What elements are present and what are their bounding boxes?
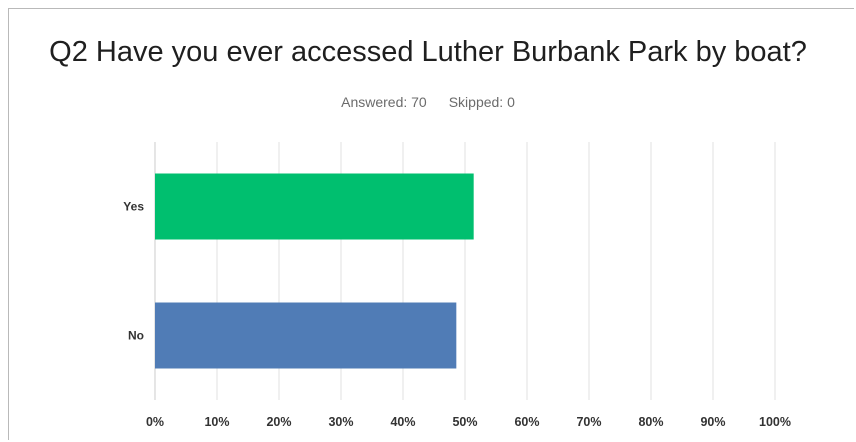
x-tick-label: 70% <box>576 415 601 429</box>
x-tick-label: 80% <box>638 415 663 429</box>
x-tick-label: 40% <box>390 415 415 429</box>
x-tick-label: 20% <box>266 415 291 429</box>
x-tick-label: 10% <box>204 415 229 429</box>
x-tick-label: 100% <box>759 415 791 429</box>
skipped-count: Skipped: 0 <box>448 94 515 110</box>
bar-no <box>155 302 457 369</box>
x-tick-label: 50% <box>452 415 477 429</box>
x-tick-label: 90% <box>700 415 725 429</box>
x-tick-label: 0% <box>146 415 164 429</box>
chart-title: Q2 Have you ever accessed Luther Burbank… <box>49 36 807 68</box>
category-label: Yes <box>123 200 144 214</box>
x-tick-label: 60% <box>514 415 539 429</box>
response-summary: Answered: 70 Skipped: 0 <box>0 94 856 110</box>
chart-frame <box>8 8 854 440</box>
category-label: No <box>128 329 144 343</box>
bar-yes <box>155 173 474 240</box>
x-tick-label: 30% <box>328 415 353 429</box>
answered-count: Answered: 70 <box>341 94 427 110</box>
